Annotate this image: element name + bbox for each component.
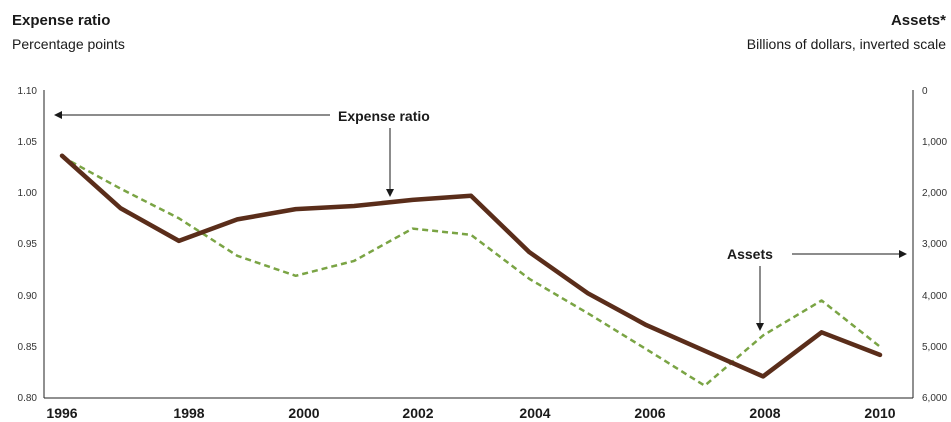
left-tick-label: 1.00 — [18, 188, 38, 199]
right-tick-label: 3,000 — [922, 239, 947, 250]
right-tick-label: 6,000 — [922, 393, 947, 404]
right-axis-subtitle: Billions of dollars, inverted scale — [747, 36, 946, 52]
x-tick-label: 1996 — [46, 405, 77, 421]
right-tick-label: 0 — [922, 86, 928, 97]
left-tick-label: 0.85 — [18, 342, 38, 353]
left-axis-title: Expense ratio — [12, 12, 110, 29]
series-line-assets — [61, 155, 881, 387]
expense-ratio-annotation: Expense ratio — [338, 108, 430, 124]
x-tick-label: 2010 — [864, 405, 895, 421]
right-tick-label: 5,000 — [922, 342, 947, 353]
right-tick-label: 2,000 — [922, 188, 947, 199]
x-tick-label: 2002 — [402, 405, 433, 421]
right-tick-label: 4,000 — [922, 291, 947, 302]
left-tick-label: 0.90 — [18, 291, 38, 302]
x-tick-label: 2000 — [288, 405, 319, 421]
left-axis-subtitle: Percentage points — [12, 36, 125, 52]
left-tick-label: 1.10 — [18, 86, 38, 97]
right-tick-label: 1,000 — [922, 137, 947, 148]
left-tick-label: 0.95 — [18, 239, 38, 250]
series-line-expense-ratio — [59, 153, 883, 379]
x-tick-label: 2006 — [634, 405, 665, 421]
x-tick-label: 2004 — [519, 405, 550, 421]
right-axis-title: Assets* — [891, 12, 946, 29]
left-tick-label: 1.05 — [18, 137, 38, 148]
assets-annotation: Assets — [727, 246, 773, 262]
left-tick-label: 0.80 — [18, 393, 38, 404]
x-tick-label: 2008 — [749, 405, 780, 421]
x-tick-label: 1998 — [173, 405, 204, 421]
